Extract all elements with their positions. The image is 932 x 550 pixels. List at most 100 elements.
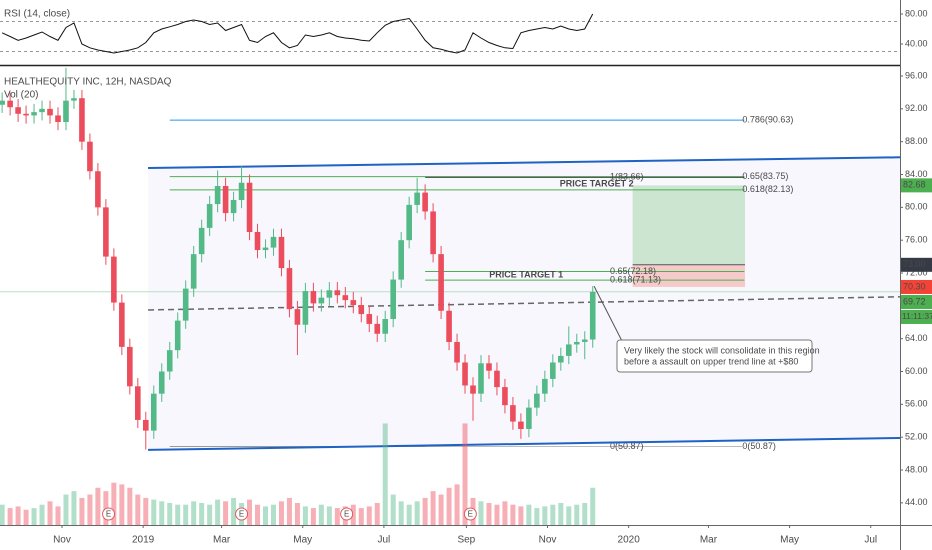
volume-bar (558, 503, 564, 525)
candle-body (206, 204, 213, 228)
y-tick-label: 44.00 (905, 497, 928, 507)
volume-bar (310, 508, 316, 525)
volume-bar (462, 423, 468, 525)
position-profit (632, 185, 746, 265)
volume-bar (422, 497, 428, 525)
volume-bar (542, 506, 548, 525)
callout-text: before a assault on upper trend line at … (624, 356, 798, 366)
candle-body (238, 182, 245, 200)
candle-body (350, 300, 357, 306)
volume-bar (223, 501, 229, 525)
candle-body (278, 236, 285, 269)
candle-body (135, 386, 141, 420)
earnings-label: E (106, 510, 111, 519)
candle-body (406, 204, 412, 241)
earnings-label: E (344, 510, 349, 519)
volume-bar (406, 504, 412, 525)
volume-bar (231, 497, 237, 525)
volume-bar (95, 487, 101, 525)
candle-body (390, 279, 397, 319)
candle-body (478, 363, 484, 394)
volume-bar (15, 506, 21, 525)
position-loss (632, 264, 746, 287)
price-badge (901, 257, 932, 272)
candle-body (310, 291, 317, 304)
candle-body (486, 363, 492, 371)
price-badge-label: 69.72 (903, 296, 926, 306)
candle-body (334, 290, 341, 296)
volume-bar (175, 504, 181, 525)
candle-body (254, 231, 261, 251)
candle-body (382, 318, 389, 334)
volume-bar (294, 503, 300, 525)
price-axis-bg (900, 0, 932, 550)
earnings-marker (463, 507, 477, 521)
x-tick-label: Mar (213, 535, 231, 546)
price-badge-label: 70.30 (903, 281, 926, 291)
candle-body (286, 268, 293, 310)
volume-bar (0, 504, 5, 525)
volume-bar (31, 508, 37, 525)
candle-body (119, 302, 125, 347)
volume-bar (63, 494, 69, 525)
candle-body (438, 254, 444, 311)
candle-body (358, 305, 365, 315)
candle-body (87, 141, 93, 172)
candle-body (190, 254, 197, 289)
earnings-marker (235, 507, 249, 521)
countdown-badge (901, 309, 932, 324)
candle-body (589, 291, 596, 340)
price-badge (901, 294, 932, 309)
volume-bar (7, 508, 13, 525)
y-tick-label: 64.00 (905, 333, 928, 343)
volume-bar (151, 499, 157, 525)
candle-body (414, 192, 420, 205)
volume-bar (191, 501, 197, 525)
candle-body (23, 113, 29, 116)
candle-body (374, 323, 381, 334)
volume-bar (326, 506, 332, 525)
volume-bar (494, 504, 500, 525)
callout-pointer (593, 285, 623, 342)
candle-body (558, 355, 564, 363)
callout-box (616, 339, 813, 373)
volume-bar (87, 494, 93, 525)
y-tick-label: 96.00 (905, 70, 928, 80)
x-tick-label: May (293, 535, 312, 546)
volume-bar (430, 491, 436, 525)
volume-bar (334, 508, 340, 525)
x-tick-label: Sep (457, 535, 475, 546)
volume-bar (111, 482, 117, 525)
callout-text: Very likely the stock will consolidate i… (624, 345, 820, 355)
volume-bar (526, 504, 532, 525)
fib-label: 0.65(83.75) (742, 171, 788, 181)
volume-bar (270, 504, 276, 525)
volume-bar (358, 508, 364, 525)
volume-bar (446, 487, 452, 525)
candle-body (270, 236, 277, 248)
volume-bar (486, 503, 492, 525)
earnings-label: E (239, 510, 244, 519)
candle-body (326, 290, 333, 298)
volume-title: Vol (20) (4, 90, 38, 101)
target-label: PRICE TARGET 1 (489, 269, 563, 279)
rsi-title: RSI (14, close) (4, 9, 70, 20)
x-tick-label: May (780, 535, 799, 546)
candle-body (318, 297, 325, 304)
channel-upper (148, 156, 901, 169)
volume-bar (454, 484, 460, 525)
candle-body (166, 350, 173, 372)
volume-bar (478, 501, 484, 525)
candle-body (518, 421, 524, 429)
rsi-line (1, 13, 594, 54)
volume-bar (302, 506, 308, 525)
volume-bar (39, 504, 45, 525)
volume-bar (119, 484, 125, 525)
volume-bar (438, 494, 444, 525)
volume-bar (414, 501, 420, 525)
volume-bar (247, 499, 253, 525)
candle-body (462, 362, 468, 386)
volume-bar (574, 504, 580, 525)
volume-bar (390, 494, 396, 525)
